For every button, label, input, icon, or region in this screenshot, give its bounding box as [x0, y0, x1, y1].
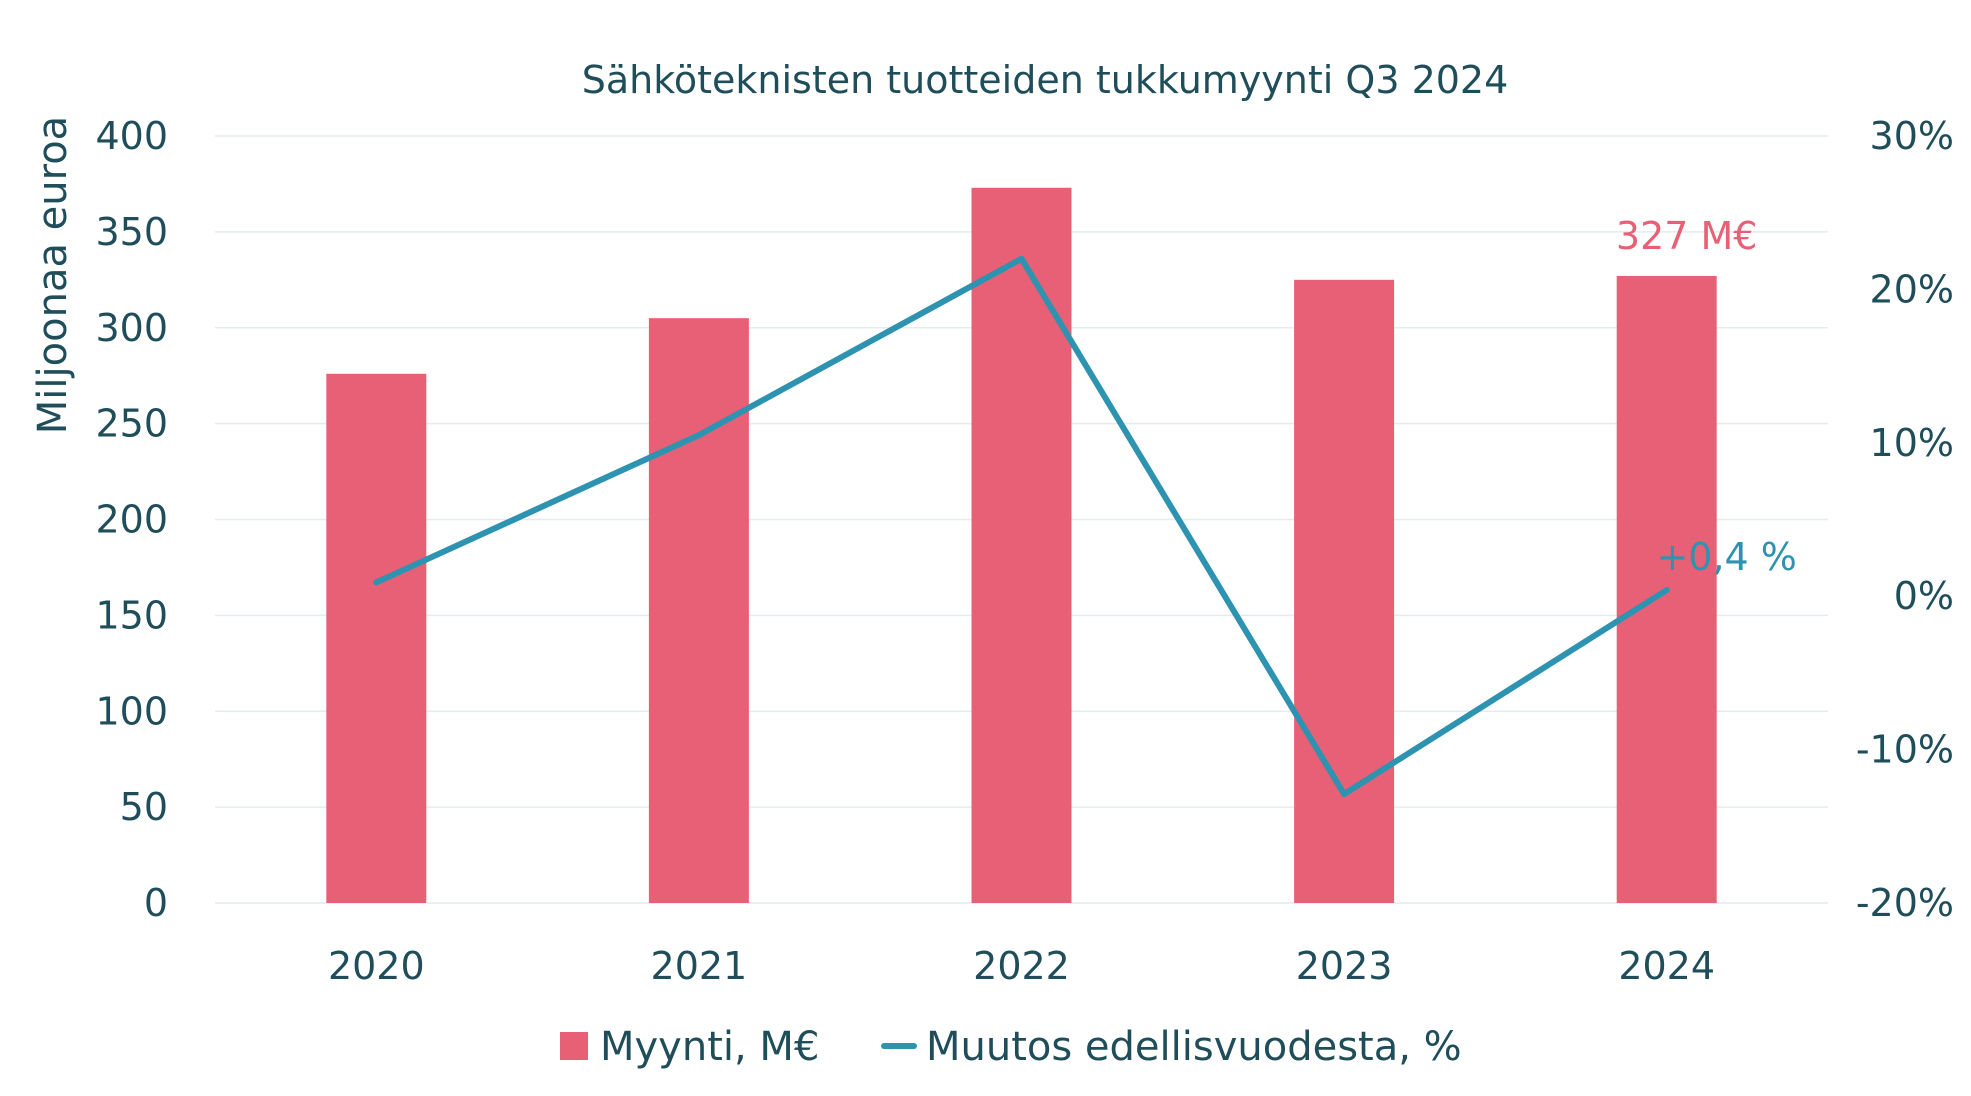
- annotations: 327 M€ +0,4 %: [1616, 214, 1797, 579]
- line-point: [695, 432, 702, 439]
- line-point: [1018, 255, 1025, 262]
- y-tick-label: 0: [144, 881, 168, 925]
- y-tick-label: 400: [95, 114, 168, 158]
- x-tick-label: 2021: [651, 944, 748, 988]
- y-tick-label: 200: [95, 498, 168, 542]
- y-tick-label: 350: [95, 210, 168, 254]
- x-tick-label: 2022: [973, 944, 1070, 988]
- data-label: 327 M€: [1616, 214, 1758, 258]
- y-tick-label: 300: [95, 306, 168, 350]
- x-tick-label: 2023: [1296, 944, 1393, 988]
- line-point: [373, 579, 380, 586]
- y2-tick-label: 10%: [1870, 421, 1954, 465]
- y2-tick-label: 20%: [1870, 267, 1954, 311]
- bar: [648, 318, 749, 904]
- x-tick-label: 2020: [328, 944, 425, 988]
- bar-series: [326, 187, 1717, 904]
- legend: Myynti, M€ Muutos edellisvuodesta, %: [560, 1024, 1462, 1070]
- line-point: [1341, 791, 1348, 798]
- x-axis-ticks: 2020 2021 2022 2023 2024: [328, 944, 1715, 988]
- line-point: [1663, 587, 1670, 594]
- line-series: [373, 255, 1670, 798]
- legend-label-sales: Myynti, M€: [600, 1024, 819, 1070]
- legend-swatch-sales: [560, 1032, 588, 1060]
- legend-label-change: Muutos edellisvuodesta, %: [926, 1024, 1462, 1070]
- bar: [326, 373, 427, 903]
- y-tick-label: 250: [95, 402, 168, 446]
- y-tick-label: 50: [120, 785, 168, 829]
- x-tick-label: 2024: [1618, 944, 1715, 988]
- y-tick-label: 100: [95, 689, 168, 733]
- y2-tick-label: -20%: [1856, 881, 1954, 925]
- y2-tick-label: 30%: [1870, 114, 1954, 158]
- bar: [971, 187, 1072, 903]
- bar: [1294, 279, 1395, 903]
- y-axis-label: Miljoonaa euroa: [30, 116, 76, 434]
- y2-tick-label: 0%: [1894, 574, 1954, 618]
- chart-title: Sähköteknisten tuotteiden tukkumyynti Q3…: [582, 58, 1509, 102]
- y-axis-ticks: 0 50 100 150 200 250 300 350 400: [95, 114, 168, 925]
- y2-axis-ticks: -20% -10% 0% 10% 20% 30%: [1856, 114, 1954, 925]
- y-tick-label: 150: [95, 593, 168, 637]
- y2-tick-label: -10%: [1856, 728, 1954, 772]
- data-label: +0,4 %: [1656, 535, 1796, 579]
